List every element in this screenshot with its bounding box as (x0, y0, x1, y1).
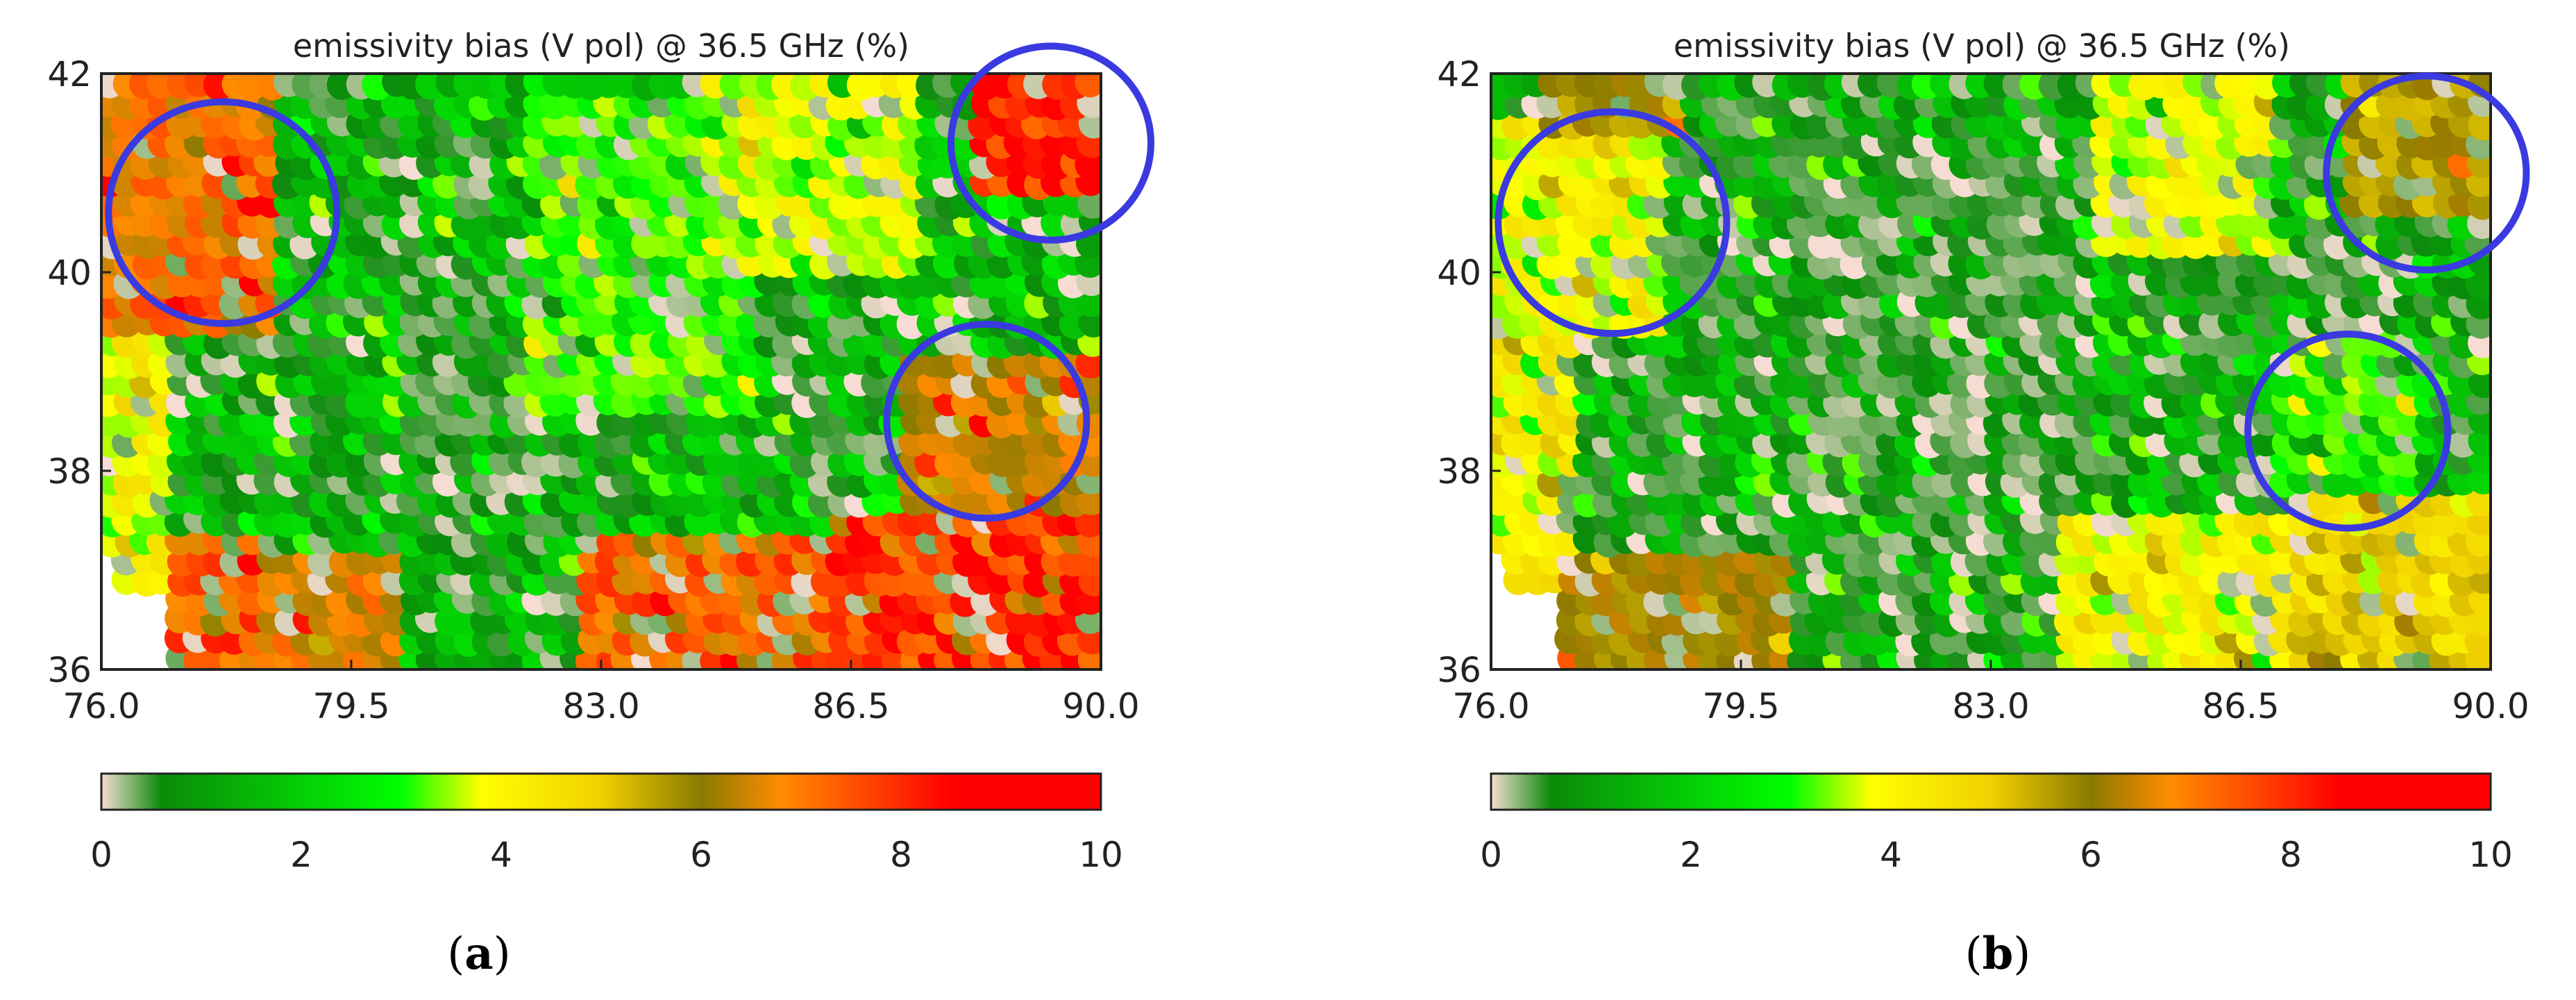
x-tick-label: 90.0 (1062, 686, 1139, 726)
heatmap-cells (1491, 74, 2491, 669)
heatmap-cell (2468, 367, 2491, 399)
y-tick-label: 38 (1437, 451, 1481, 492)
colorbar-tick-label: 6 (690, 835, 712, 875)
colorbar-tick-label: 10 (1079, 835, 1123, 875)
colorbar-ticks: 0 2 4 6 8 10 (1480, 835, 2513, 875)
x-tick-label: 86.5 (2202, 686, 2279, 726)
heatmap-cells (101, 74, 1101, 669)
panel-a: emissivity bias (V pol) @ 36.5 GHz (%) 7… (47, 27, 1154, 980)
colorbar-tick-label: 10 (2468, 835, 2513, 875)
x-tick-label: 76.0 (62, 686, 140, 726)
x-tick-label: 90.0 (2452, 686, 2529, 726)
heatmap-cell (1077, 188, 1101, 219)
colorbar-tick-label: 4 (490, 835, 512, 875)
x-tick-label: 79.5 (312, 686, 389, 726)
y-tick-label: 42 (1437, 54, 1481, 94)
panel-b: emissivity bias (V pol) @ 36.5 GHz (%) 7… (1437, 27, 2530, 980)
highlight-circle (883, 320, 1091, 522)
x-tick-label: 79.5 (1702, 686, 1779, 726)
chart-title: emissivity bias (V pol) @ 36.5 GHz (%) (1674, 27, 2290, 65)
panel-caption-letter: b (1982, 928, 2014, 980)
heatmap-cell (1840, 249, 1871, 280)
heatmap-cell (2393, 447, 2424, 478)
panel-caption: (a) (447, 928, 510, 980)
colorbar-tick-label: 6 (2080, 835, 2102, 875)
highlight-circle (2323, 72, 2530, 274)
axis-ticks: 76.0 79.5 83.0 86.5 90.0 36 38 40 42 (47, 54, 1139, 726)
colorbar-tick-label: 4 (1880, 835, 1902, 875)
x-tick-label: 86.5 (812, 686, 889, 726)
chart-title: emissivity bias (V pol) @ 36.5 GHz (%) (293, 27, 909, 65)
highlight-circles (1495, 72, 2530, 532)
colorbar (100, 772, 1102, 811)
heatmap-cell (950, 487, 981, 518)
y-tick-label: 40 (1437, 253, 1481, 293)
panel-caption: (b) (1965, 928, 2031, 980)
y-tick-label: 38 (47, 451, 92, 492)
highlight-circles (105, 42, 1154, 522)
panel-caption-letter: a (464, 928, 493, 980)
colorbar-ticks: 0 2 4 6 8 10 (90, 835, 1123, 875)
colorbar-tick-label: 2 (290, 835, 312, 875)
x-tick-label: 83.0 (562, 686, 639, 726)
heatmap-cell (432, 168, 464, 199)
heatmap-cell (307, 547, 338, 578)
y-tick-label: 40 (47, 253, 92, 293)
highlight-circle (948, 42, 1154, 244)
heatmap-cell (1075, 74, 1101, 98)
x-tick-label: 83.0 (1952, 686, 2029, 726)
colorbar-tick-label: 8 (2280, 835, 2302, 875)
colorbar-tick-label: 8 (890, 835, 912, 875)
axis-ticks: 76.0 79.5 83.0 86.5 90.0 36 38 40 42 (1437, 54, 2529, 726)
highlight-circle (105, 98, 341, 327)
y-tick-label: 36 (47, 650, 92, 690)
colorbar-tick-label: 2 (1680, 835, 1702, 875)
highlight-circle (1495, 108, 1731, 338)
colorbar-tick-label: 0 (1480, 835, 1502, 875)
y-tick-label: 42 (47, 54, 92, 94)
colorbar (1490, 772, 2492, 811)
x-tick-label: 76.0 (1452, 686, 1529, 726)
y-tick-label: 36 (1437, 650, 1481, 690)
heatmap-cell (2467, 189, 2491, 220)
heatmap-cell (2468, 110, 2491, 141)
colorbar-tick-label: 0 (90, 835, 112, 875)
highlight-circle (2244, 331, 2452, 532)
